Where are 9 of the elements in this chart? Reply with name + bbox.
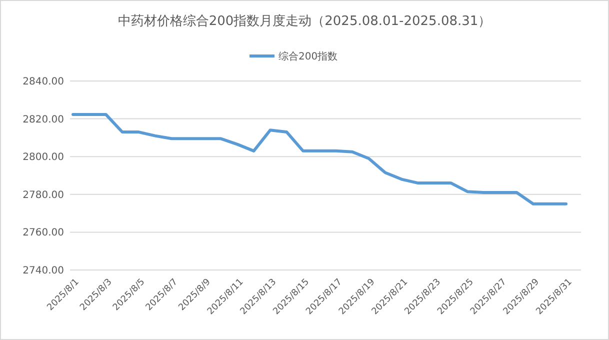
line-series bbox=[72, 112, 568, 206]
y-tick-label: 2800.00 bbox=[22, 152, 64, 164]
legend-label: 综合200指数 bbox=[278, 50, 338, 62]
y-tick-label: 2840.00 bbox=[22, 76, 64, 88]
y-tick-label: 2740.00 bbox=[22, 266, 64, 276]
y-tick-label: 2820.00 bbox=[22, 114, 64, 126]
chart-title: 中药材价格综合200指数月度走动（2025.08.01-2025.08.31） bbox=[118, 13, 492, 29]
y-tick-label: 2760.00 bbox=[22, 228, 64, 239]
y-tick-label: 2780.00 bbox=[22, 190, 64, 201]
